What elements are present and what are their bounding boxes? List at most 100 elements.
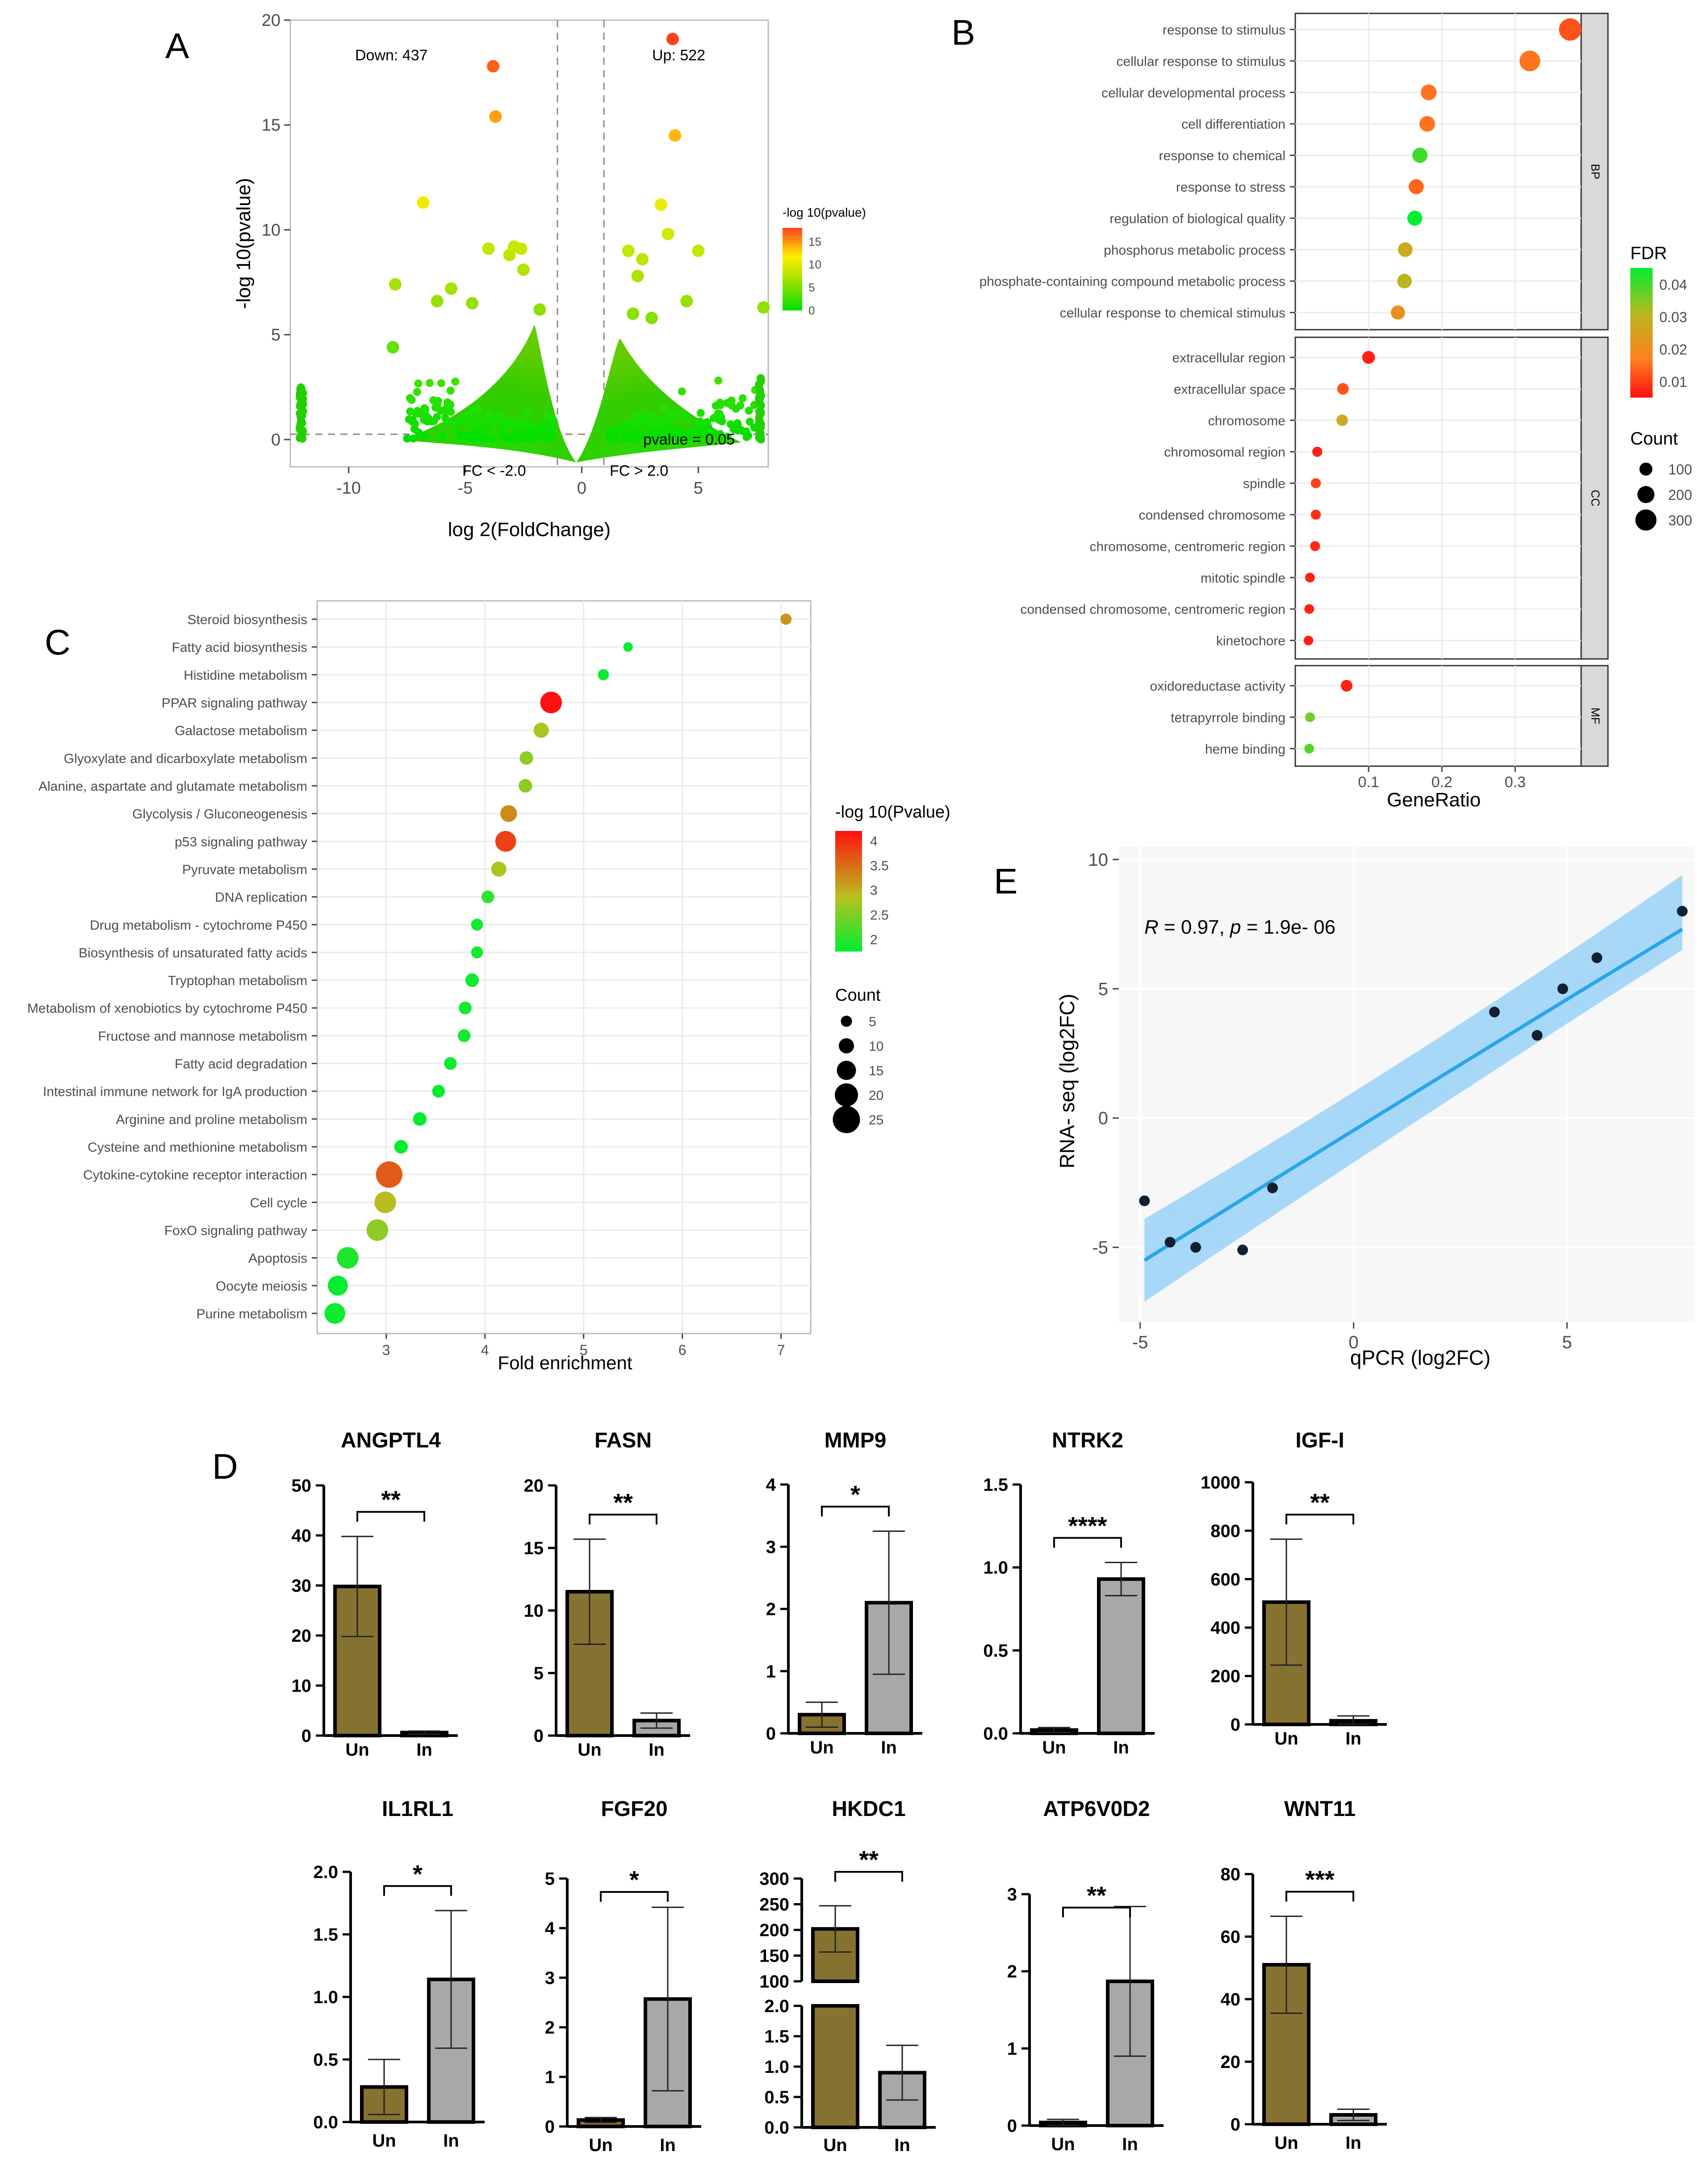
- correlation-x-tick-label: -5: [1132, 1333, 1148, 1352]
- volcano-point: [548, 421, 557, 430]
- kegg-dot: [374, 1191, 396, 1213]
- correlation-point: [1677, 906, 1688, 917]
- go-dot: [1408, 179, 1424, 194]
- correlation-point: [1164, 1237, 1176, 1248]
- significance-bracket: [356, 1511, 425, 1522]
- go-term-label: response to chemical: [1159, 149, 1285, 164]
- kegg-term-label: Purine metabolism: [197, 1307, 307, 1321]
- kegg-term-label: Galactose metabolism: [175, 724, 307, 738]
- bar-y-tick-label: 0.5: [983, 1641, 1008, 1661]
- go-term-label: cellular response to stimulus: [1116, 54, 1285, 69]
- volcano-point: [745, 417, 754, 426]
- kegg-term-label: PPAR signaling pathway: [162, 696, 307, 710]
- volcano-point: [755, 407, 763, 416]
- volcano-highlight-point: [389, 278, 402, 291]
- volcano-point: [443, 418, 452, 427]
- volcano-point: [689, 426, 698, 435]
- correlation-point: [1139, 1195, 1150, 1206]
- volcano-point: [668, 409, 677, 418]
- volcano-point: [440, 407, 449, 416]
- go-dot: [1310, 509, 1321, 520]
- significance-stars: ***: [1305, 1866, 1335, 1894]
- volcano-point: [470, 416, 479, 424]
- bar-y-tick-label: 1.5: [764, 2027, 789, 2047]
- volcano-highlight-point: [627, 307, 640, 320]
- kegg-x-axis-title: Fold enrichment: [498, 1352, 632, 1373]
- kegg-plot-frame: [316, 600, 812, 1334]
- go-term-label: extracellular space: [1174, 382, 1285, 397]
- volcano-x-tick-label: -10: [336, 479, 361, 498]
- volcano-y-tick-label: 20: [262, 11, 280, 30]
- correlation-plot: -5 0 5 -5 0 5 10: [1088, 847, 1695, 1352]
- go-legend-count-label: 200: [1668, 487, 1692, 503]
- kegg-dot: [324, 1303, 346, 1324]
- go-x-tick-label: 0.1: [1358, 774, 1379, 791]
- significance-stars: **: [1310, 1488, 1330, 1516]
- volcano-pvalue-label: pvalue = 0.05: [643, 431, 735, 448]
- correlation-y-axis-title: RNA- seq (log2FC): [1055, 994, 1079, 1168]
- kegg-legend-color-tick-label: 2.5: [870, 908, 889, 923]
- volcano-point: [643, 426, 651, 434]
- volcano-point: [638, 432, 647, 440]
- kegg-x-tick-label: 6: [678, 1342, 687, 1358]
- volcano-point: [406, 394, 414, 403]
- go-facet-label: BP: [1589, 164, 1602, 180]
- panel-letter-b: B: [951, 13, 975, 52]
- kegg-term-label: Oocyte meiosis: [216, 1279, 307, 1294]
- volcano-point: [743, 432, 752, 440]
- volcano-point: [522, 429, 530, 438]
- significance-bracket: [589, 1514, 657, 1525]
- bar-y-tick-label: 20: [524, 1476, 544, 1496]
- correlation-p-symbol: p: [1229, 916, 1241, 938]
- volcano-highlight-point: [489, 110, 502, 123]
- kegg-dot: [459, 1001, 472, 1015]
- volcano-point: [465, 411, 473, 419]
- kegg-legend-colorbar: [835, 831, 862, 952]
- volcano-highlight-point: [636, 253, 649, 266]
- bar-chart-title: WNT11: [1284, 1797, 1356, 1821]
- significance-stars: **: [1087, 1881, 1106, 1909]
- panel-letter-a: A: [165, 26, 189, 66]
- bar-y-tick-label: 200: [759, 1921, 789, 1940]
- volcano-highlight-point: [631, 269, 644, 282]
- go-dot: [1559, 18, 1582, 41]
- volcano-point: [439, 432, 447, 440]
- significance-bracket: [1062, 1907, 1131, 1917]
- correlation-x-tick-label: 0: [1348, 1333, 1358, 1352]
- bar-category-label: In: [649, 1740, 665, 1760]
- volcano-point: [723, 432, 732, 441]
- correlation-confidence-band: [1144, 875, 1683, 1302]
- go-dot: [1312, 446, 1323, 457]
- bar-y-tick-label: 0: [301, 1726, 311, 1746]
- bar-y-tick-label: 20: [292, 1626, 312, 1646]
- kegg-dot: [500, 805, 517, 822]
- kegg-dot: [444, 1057, 457, 1070]
- volcano-point: [485, 425, 493, 433]
- go-x-tick-label: 0.3: [1505, 774, 1526, 791]
- volcano-point: [483, 414, 491, 423]
- kegg-term-label: Fatty acid degradation: [175, 1057, 307, 1072]
- volcano-point: [659, 404, 668, 412]
- go-x-tick-label: 0.2: [1432, 774, 1453, 791]
- bar-y-tick-label: 0.0: [983, 1724, 1008, 1744]
- panel-letter-e: E: [994, 861, 1017, 901]
- go-term-label: condensed chromosome, centromeric region: [1020, 602, 1285, 617]
- kegg-legend-count-dot: [835, 1083, 858, 1107]
- bar-category-label: In: [1122, 2135, 1138, 2154]
- volcano-fc-low-label: FC < -2.0: [462, 462, 526, 479]
- significance-bracket: [600, 1891, 669, 1902]
- go-facet-strip: [1580, 13, 1609, 331]
- volcano-point: [666, 425, 675, 433]
- volcano-highlight-point: [645, 311, 658, 324]
- kegg-term-label: Intestinal immune network for IgA produc…: [43, 1085, 307, 1099]
- volcano-highlight-point: [622, 244, 635, 257]
- correlation-point: [1591, 952, 1603, 963]
- volcano-point: [451, 377, 460, 386]
- go-dot: [1412, 147, 1428, 163]
- volcano-point: [703, 418, 712, 426]
- bar-y-tick-label: 40: [1221, 1990, 1241, 2009]
- volcano-y-tick-label: 5: [271, 326, 280, 344]
- bar: [811, 2004, 859, 2129]
- volcano-point: [409, 434, 418, 443]
- kegg-term-label: Cysteine and methionine metabolism: [88, 1140, 307, 1155]
